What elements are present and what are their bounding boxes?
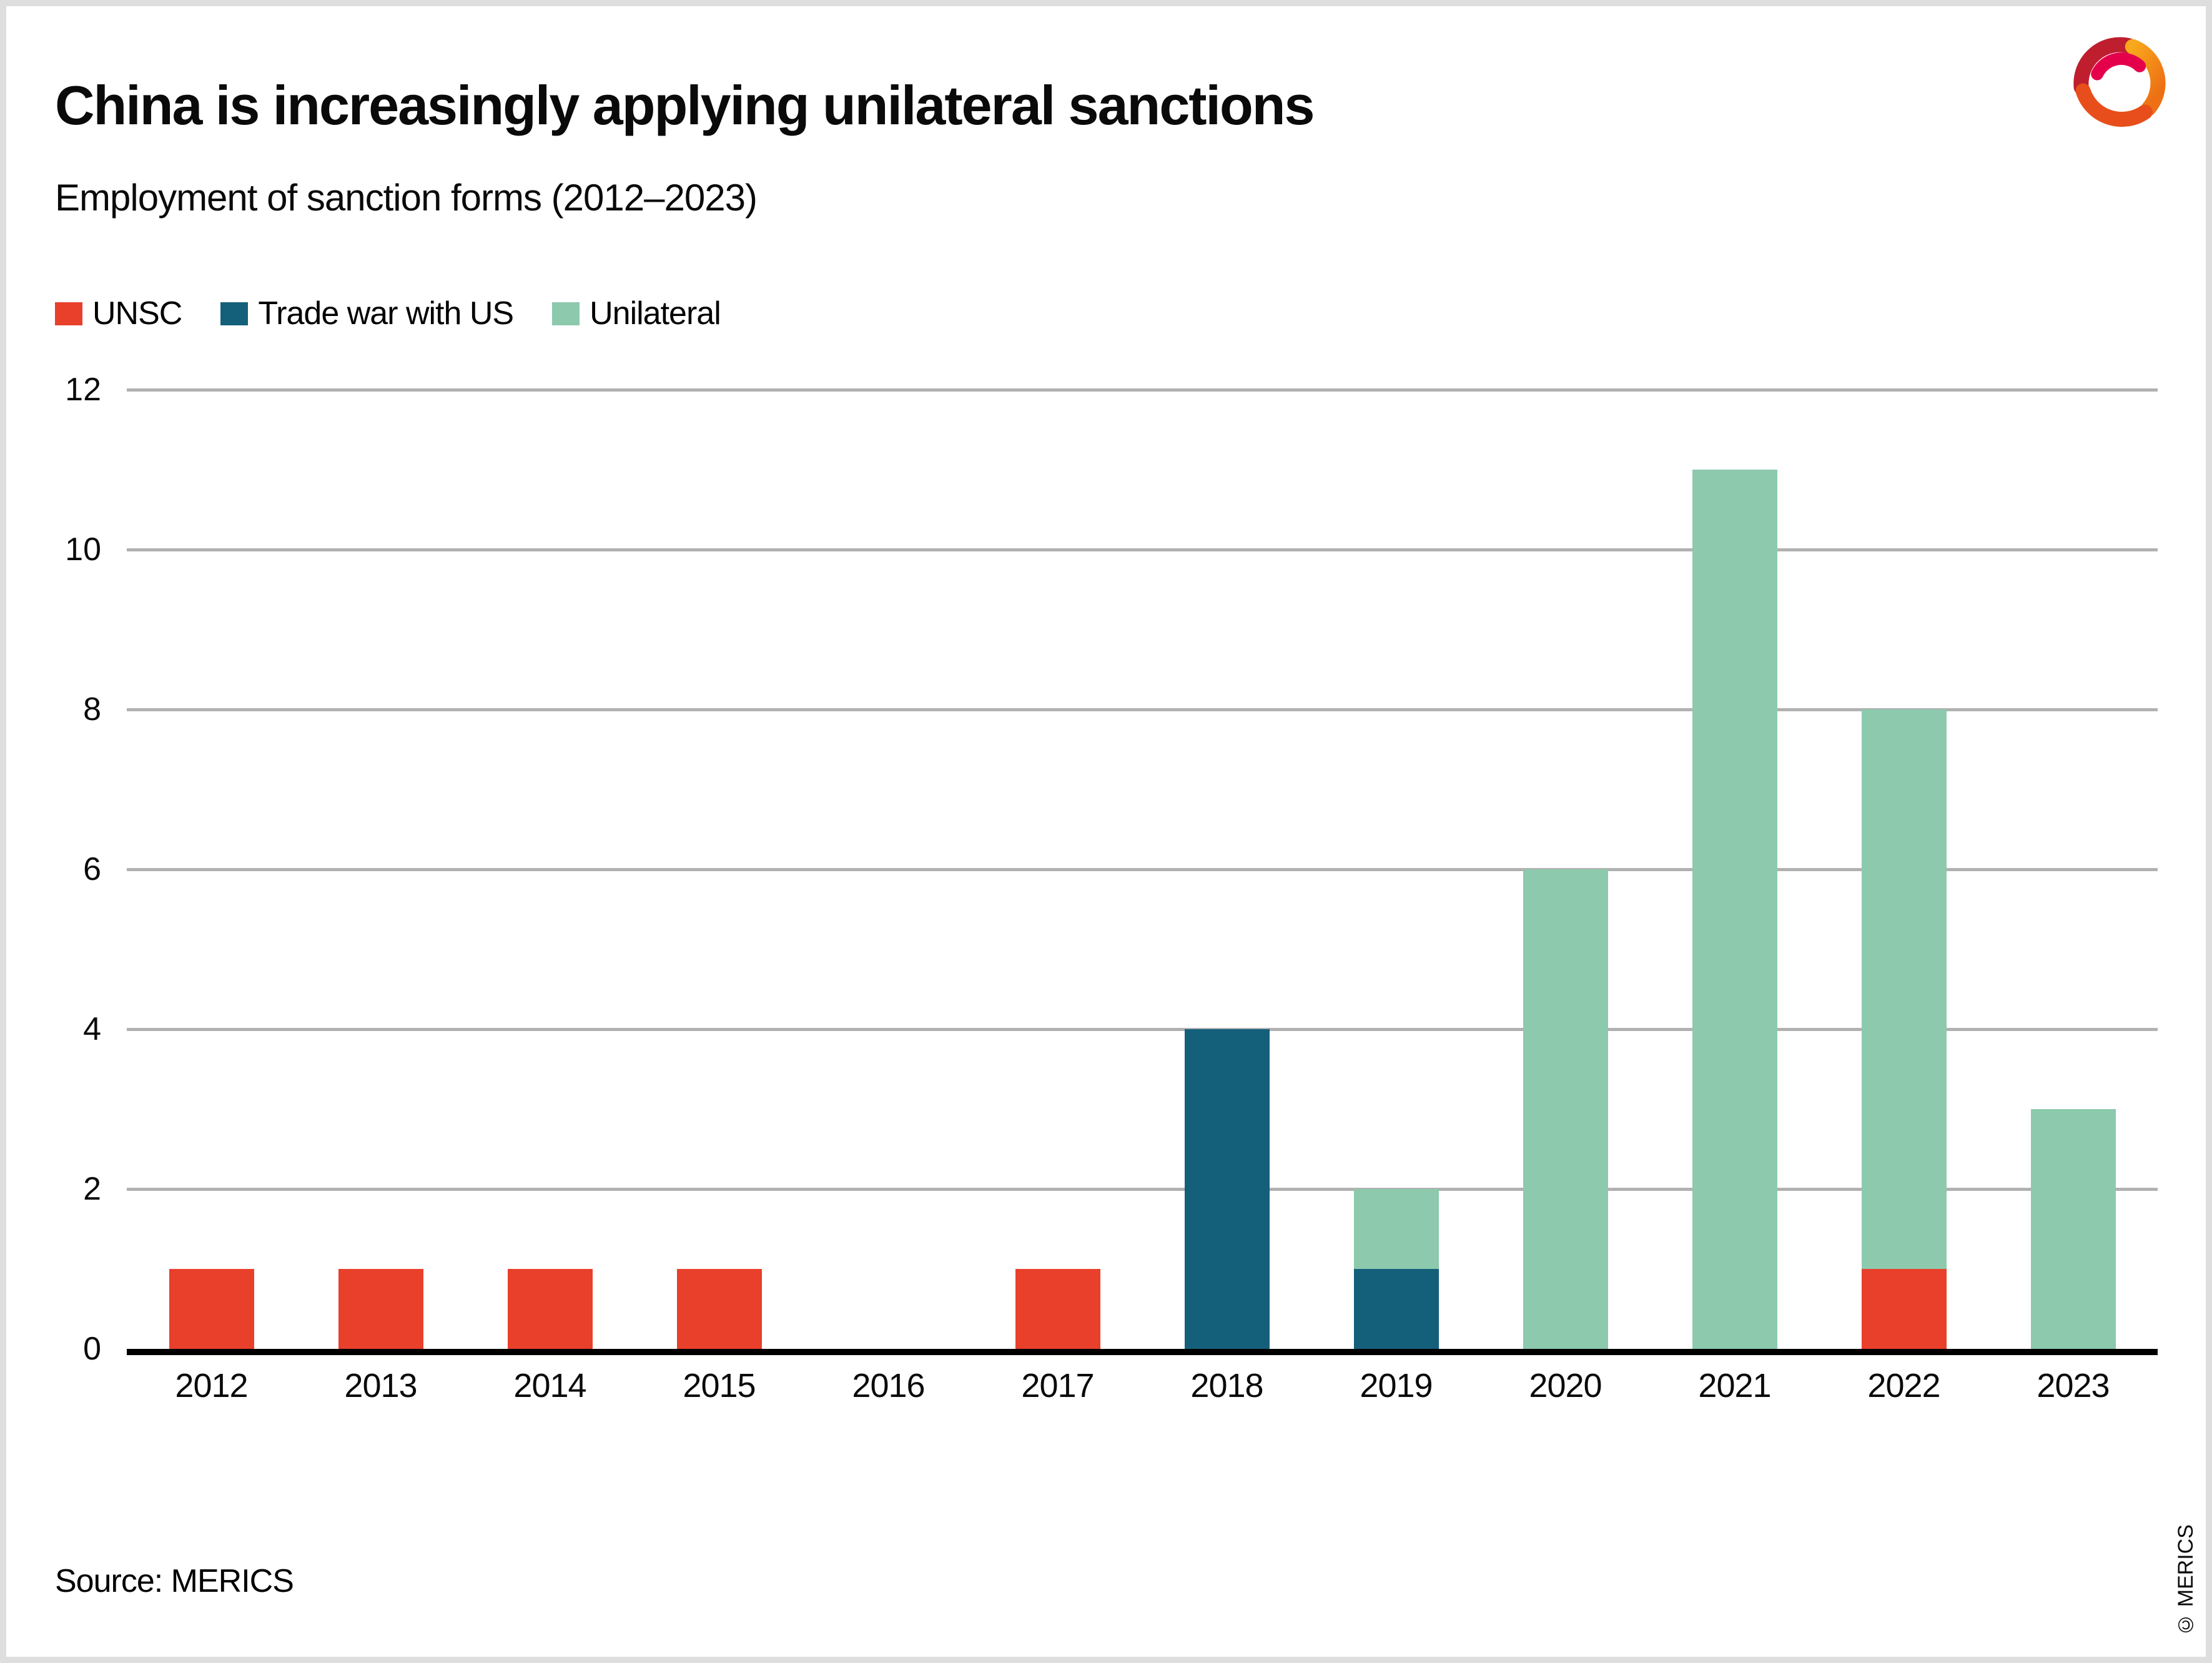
bar-segment-unsc-2017 (1015, 1269, 1100, 1349)
gridline (127, 388, 2158, 392)
x-axis-tick-label: 2022 (1867, 1367, 1940, 1404)
gridline (127, 708, 2158, 711)
gridline (127, 1188, 2158, 1191)
bar-segment-unsc-2014 (507, 1269, 593, 1349)
y-axis-tick-label: 12 (65, 372, 101, 408)
x-axis-tick-label: 2012 (175, 1367, 248, 1404)
x-axis-tick-label: 2017 (1021, 1367, 1094, 1404)
legend-swatch (552, 302, 580, 325)
bar-segment-unilateral-2019 (1353, 1189, 1439, 1269)
x-axis-tick-label: 2023 (2037, 1367, 2110, 1404)
gridline (127, 868, 2158, 871)
chart-canvas: China is increasingly applying unilatera… (6, 6, 2206, 1657)
y-axis-tick-label: 2 (83, 1171, 101, 1207)
bar-segment-unilateral-2020 (1523, 869, 1608, 1349)
bar-segment-unsc-2015 (676, 1269, 762, 1349)
y-axis-tick-label: 4 (83, 1011, 101, 1047)
legend-label: Unilateral (590, 295, 721, 332)
bar-segment-unilateral-2023 (2030, 1109, 2116, 1349)
bar-segment-unilateral-2021 (1692, 470, 1777, 1349)
legend: UNSC Trade war with US Unilateral (55, 295, 721, 332)
x-axis-line (127, 1349, 2158, 1355)
page-subtitle: Employment of sanction forms (2012–2023) (55, 177, 758, 219)
x-axis-tick-label: 2014 (513, 1367, 586, 1404)
bar-segment-unilateral-2022 (1861, 709, 1947, 1269)
x-axis-tick-label: 2013 (344, 1367, 417, 1404)
y-axis-tick-label: 8 (83, 691, 101, 728)
x-axis-tick-label: 2021 (1698, 1367, 1771, 1404)
source-note: Source: MERICS (55, 1563, 294, 1599)
legend-swatch (220, 302, 249, 325)
x-axis-tick-label: 2018 (1190, 1367, 1263, 1404)
legend-swatch (55, 302, 82, 325)
bar-segment-trade-war-with-us-2018 (1184, 1029, 1270, 1349)
merics-logo (2073, 37, 2166, 127)
legend-label: Trade war with US (258, 295, 514, 332)
page-title: China is increasingly applying unilatera… (55, 74, 1315, 136)
legend-item: UNSC (55, 295, 182, 332)
bar-segment-unsc-2012 (169, 1269, 254, 1349)
bar-segment-unsc-2022 (1861, 1269, 1947, 1349)
x-axis-tick-label: 2019 (1360, 1367, 1433, 1404)
bar-segment-unsc-2013 (338, 1269, 423, 1349)
bar-chart: 0 2 4 6 8 10 12 2012 2013 2014 2015 2016 2017 2018 201… (6, 6, 2206, 1657)
gridline (127, 1028, 2158, 1031)
y-axis-tick-label: 6 (83, 851, 101, 887)
legend-item: Unilateral (552, 295, 721, 332)
y-axis-tick-label: 0 (83, 1331, 101, 1367)
copyright-note: © MERICS (2174, 1524, 2198, 1637)
bar-segment-trade-war-with-us-2019 (1353, 1269, 1439, 1349)
y-axis-tick-label: 10 (65, 531, 101, 568)
legend-item: Trade war with US (220, 295, 514, 332)
legend-label: UNSC (92, 295, 182, 332)
x-axis-tick-label: 2016 (852, 1367, 925, 1404)
gridline (127, 548, 2158, 551)
x-axis-tick-label: 2020 (1529, 1367, 1602, 1404)
x-axis-tick-label: 2015 (683, 1367, 756, 1404)
